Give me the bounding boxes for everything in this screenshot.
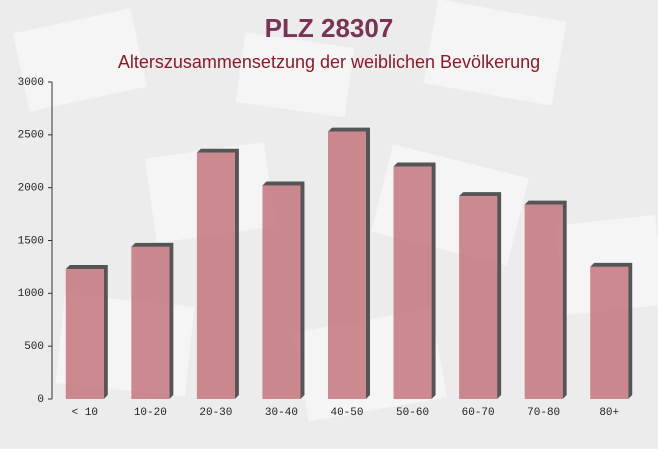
y-tick-label: 1500 [18,235,44,247]
x-tick-label: 30-40 [265,407,298,419]
bar [459,196,498,399]
x-tick-label: 80+ [599,407,619,419]
y-tick-label: 1000 [18,288,44,300]
bar [393,166,432,399]
bar [327,131,367,399]
x-tick-label: 50-60 [396,407,429,419]
y-tick-label: 500 [24,341,44,353]
y-tick-label: 0 [37,394,44,406]
bar [196,152,235,399]
chart-subtitle: Alterszusammensetzung der weiblichen Bev… [118,52,540,72]
bar [65,269,104,399]
bar [524,204,563,399]
chart-title: PLZ 28307 [265,13,394,43]
y-tick-label: 3000 [18,77,44,89]
bar [131,246,170,399]
bar [590,266,629,399]
x-tick-label: 40-50 [330,407,363,419]
y-tick-label: 2500 [18,130,44,142]
x-tick-label: < 10 [72,407,98,419]
x-tick-label: 10-20 [134,407,167,419]
y-tick-label: 2000 [18,183,44,195]
x-tick-label: 60-70 [462,407,495,419]
x-tick-label: 70-80 [527,407,560,419]
bar [262,185,301,399]
x-tick-label: 20-30 [199,407,232,419]
